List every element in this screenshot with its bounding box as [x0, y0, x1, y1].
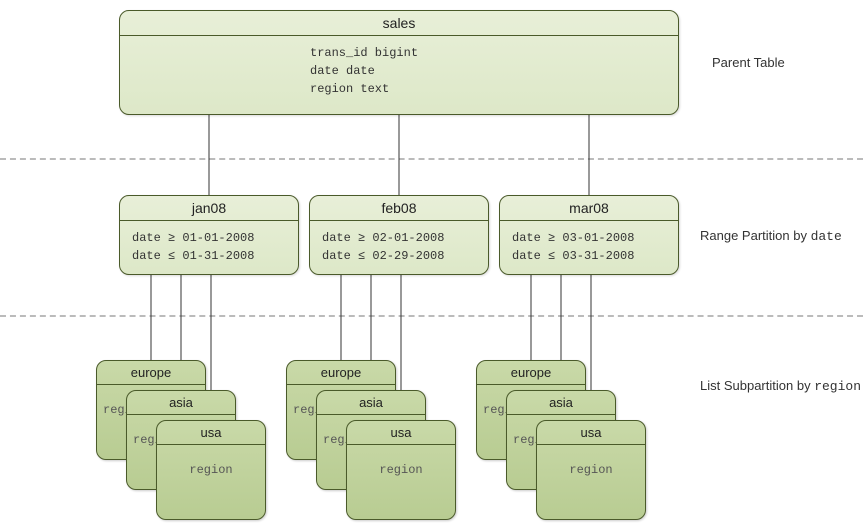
partition-box-jan08: jan08 date ≥ 01-01-2008 date ≤ 01-31-200…: [119, 195, 299, 275]
subpartition-body: region: [347, 445, 455, 495]
divider-1: [0, 158, 863, 160]
label-range-partition: Range Partition by date: [700, 228, 842, 244]
constraint-line: date ≥ 03-01-2008: [512, 229, 666, 247]
parent-col-0: trans_id bigint: [310, 44, 666, 62]
subpartition-body: region: [157, 445, 265, 495]
label-list-subpartition: List Subpartition by region: [700, 378, 861, 394]
subpartition-title: asia: [507, 391, 615, 415]
label-list-mono: region: [814, 379, 861, 394]
partition-title: mar08: [500, 196, 678, 221]
constraint-line: date ≤ 03-31-2008: [512, 247, 666, 265]
subpartition-box-usa: usa region: [156, 420, 266, 520]
subpartition-title: usa: [157, 421, 265, 445]
subpartition-box-usa: usa region: [346, 420, 456, 520]
partition-title: feb08: [310, 196, 488, 221]
partition-title: jan08: [120, 196, 298, 221]
constraint-line: date ≥ 02-01-2008: [322, 229, 476, 247]
divider-2: [0, 315, 863, 317]
parent-col-1: date date: [310, 62, 666, 80]
subpartition-title: asia: [127, 391, 235, 415]
parent-table-title: sales: [120, 11, 678, 36]
parent-col-2: region text: [310, 80, 666, 98]
subpartition-body: region: [537, 445, 645, 495]
subpartition-box-usa: usa region: [536, 420, 646, 520]
subpartition-title: usa: [347, 421, 455, 445]
subpartition-title: usa: [537, 421, 645, 445]
constraint-line: date ≤ 01-31-2008: [132, 247, 286, 265]
label-parent-table: Parent Table: [712, 55, 785, 70]
subpartition-title: asia: [317, 391, 425, 415]
label-range-mono: date: [811, 229, 842, 244]
subpartition-title: europe: [287, 361, 395, 385]
subpartition-title: europe: [97, 361, 205, 385]
diagram-canvas: sales trans_id bigint date date region t…: [0, 0, 863, 524]
parent-table-box: sales trans_id bigint date date region t…: [119, 10, 679, 115]
constraint-line: date ≥ 01-01-2008: [132, 229, 286, 247]
label-range-text: Range Partition by: [700, 228, 811, 243]
label-list-text: List Subpartition by: [700, 378, 814, 393]
partition-box-feb08: feb08 date ≥ 02-01-2008 date ≤ 02-29-200…: [309, 195, 489, 275]
parent-table-body: trans_id bigint date date region text: [120, 36, 678, 106]
partition-body: date ≥ 03-01-2008 date ≤ 03-31-2008: [500, 221, 678, 273]
subpartition-title: europe: [477, 361, 585, 385]
partition-body: date ≥ 02-01-2008 date ≤ 02-29-2008: [310, 221, 488, 273]
partition-body: date ≥ 01-01-2008 date ≤ 01-31-2008: [120, 221, 298, 273]
constraint-line: date ≤ 02-29-2008: [322, 247, 476, 265]
partition-box-mar08: mar08 date ≥ 03-01-2008 date ≤ 03-31-200…: [499, 195, 679, 275]
